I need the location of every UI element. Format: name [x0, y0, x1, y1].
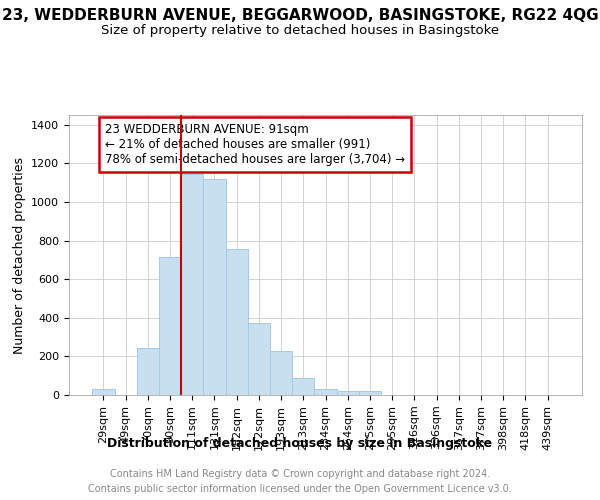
Bar: [159, 257, 181, 395]
Text: Contains HM Land Registry data © Crown copyright and database right 2024.: Contains HM Land Registry data © Crown c…: [110, 469, 490, 479]
Bar: [359, 391, 381, 395]
Y-axis label: Number of detached properties: Number of detached properties: [13, 156, 26, 354]
Bar: [248, 322, 270, 395]
Text: Contains public sector information licensed under the Open Government Licence v3: Contains public sector information licen…: [88, 484, 512, 494]
Bar: [92, 389, 115, 395]
Bar: [314, 389, 337, 395]
Bar: [226, 249, 248, 395]
Text: 23 WEDDERBURN AVENUE: 91sqm
← 21% of detached houses are smaller (991)
78% of se: 23 WEDDERBURN AVENUE: 91sqm ← 21% of det…: [105, 124, 405, 166]
Text: Distribution of detached houses by size in Basingstoke: Distribution of detached houses by size …: [107, 438, 493, 450]
Text: Size of property relative to detached houses in Basingstoke: Size of property relative to detached ho…: [101, 24, 499, 37]
Bar: [337, 391, 359, 395]
Bar: [292, 378, 314, 395]
Bar: [203, 178, 226, 395]
Bar: [181, 174, 203, 395]
Text: 23, WEDDERBURN AVENUE, BEGGARWOOD, BASINGSTOKE, RG22 4QG: 23, WEDDERBURN AVENUE, BEGGARWOOD, BASIN…: [2, 8, 598, 22]
Bar: [270, 350, 292, 395]
Bar: [137, 348, 159, 395]
